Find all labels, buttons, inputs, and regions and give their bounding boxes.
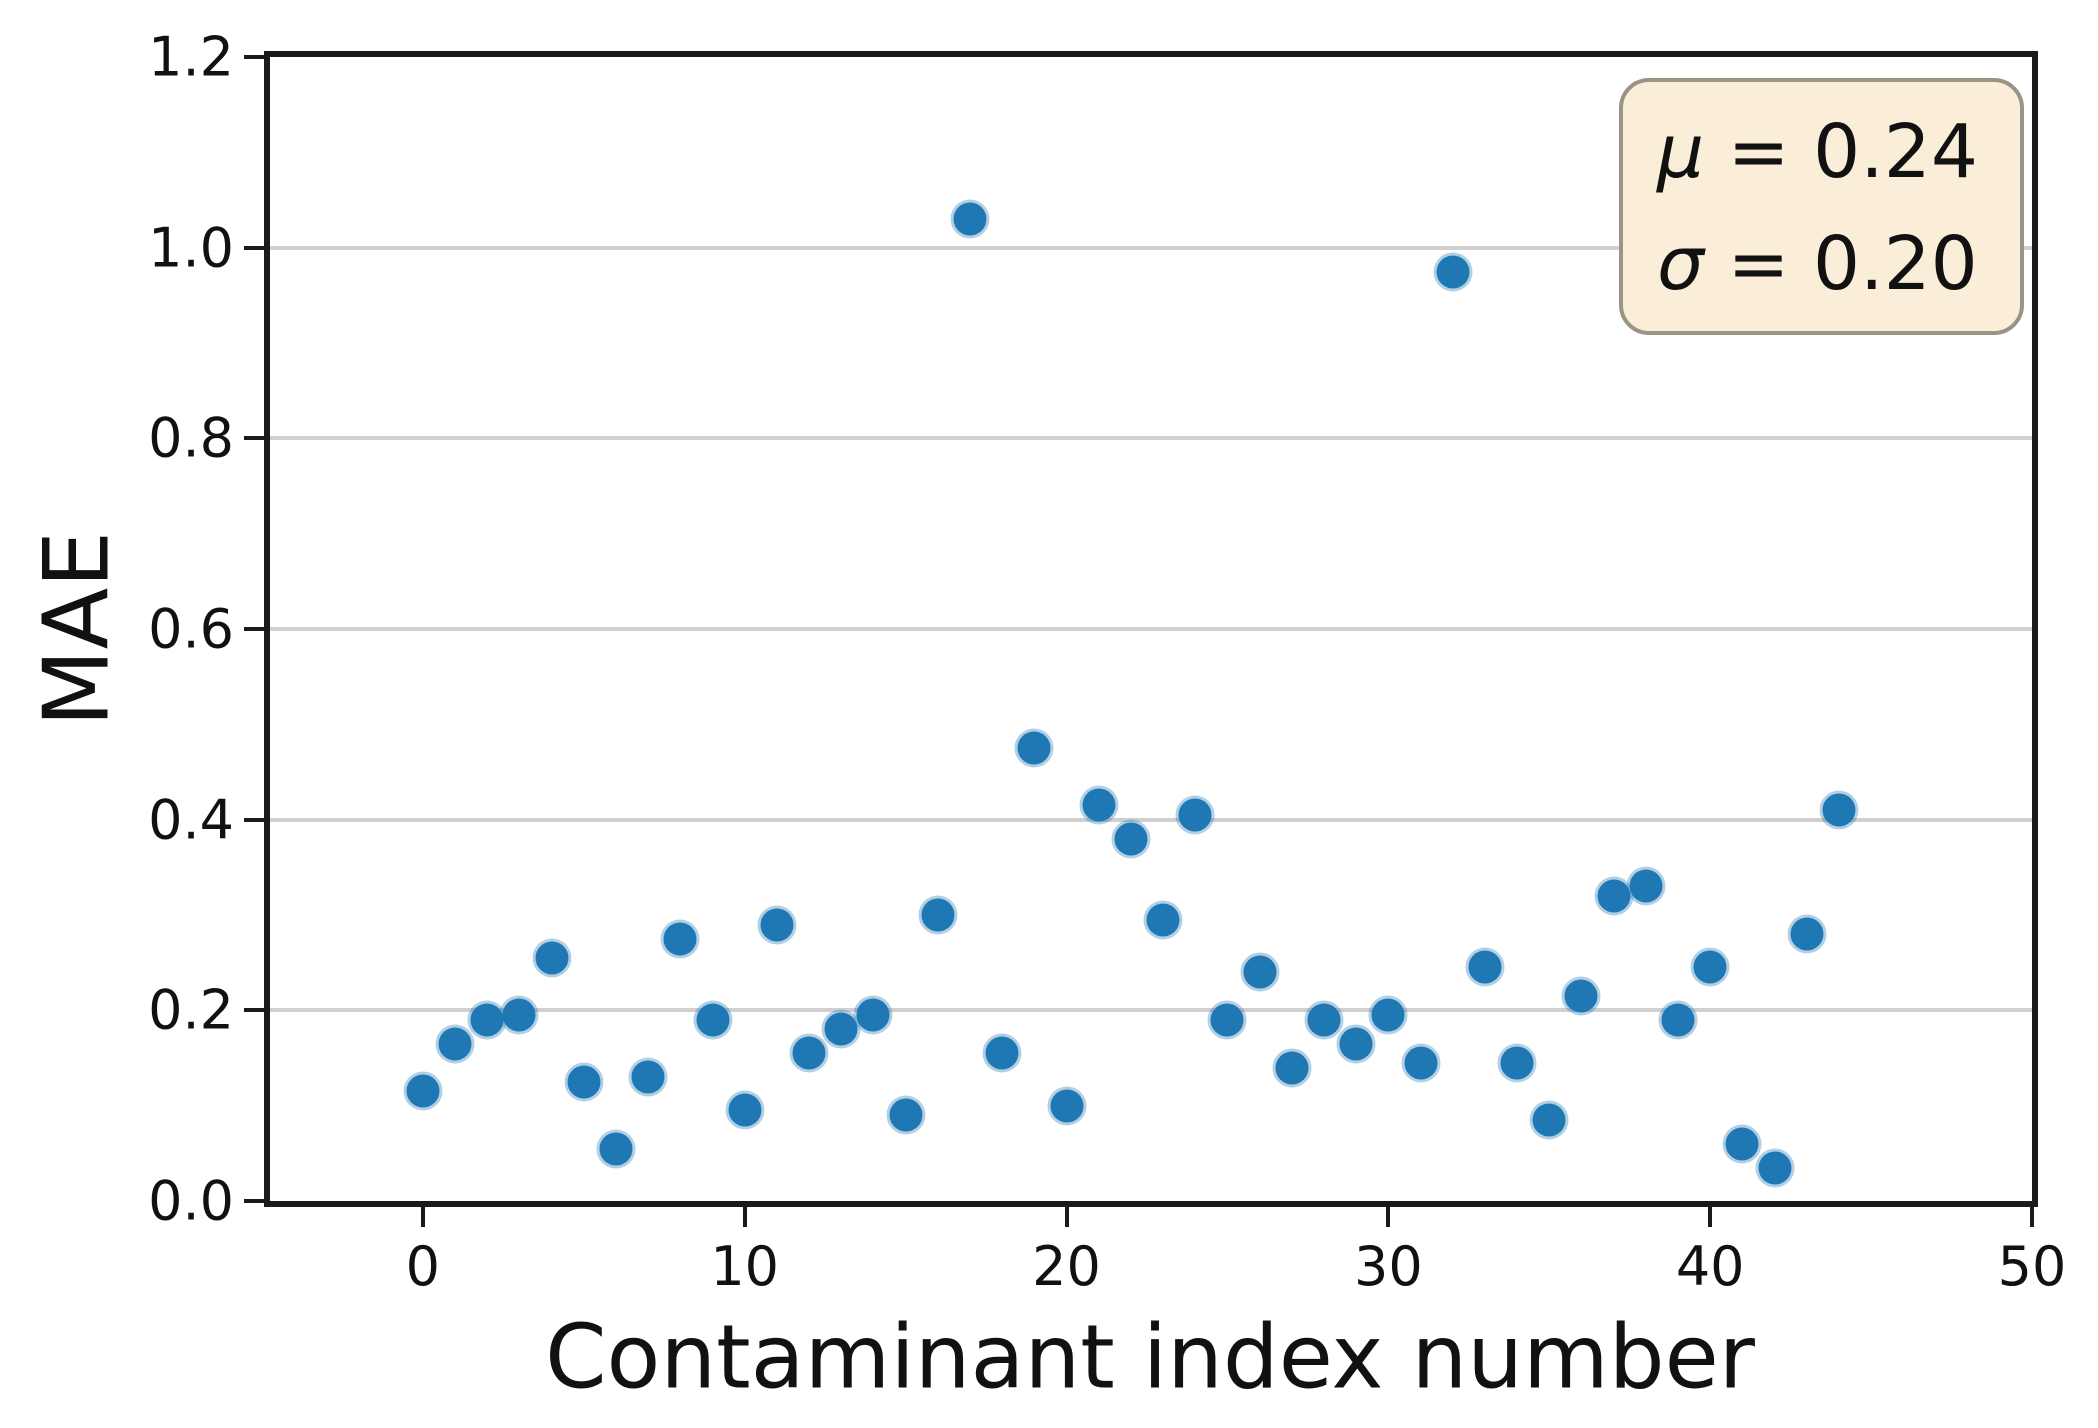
x-tick-label-40: 40 — [1675, 1235, 1745, 1298]
data-point-25 — [1210, 1003, 1244, 1037]
data-point-39 — [1661, 1003, 1695, 1037]
y-tick-label-0.2: 0.2 — [148, 978, 234, 1042]
data-point-40 — [1693, 950, 1727, 984]
plot-area: μ = 0.24 σ = 0.20 0 10 20 30 40 50 0.0 0.2 0.4 0.… — [148, 26, 2066, 1299]
y-tick-label-0.4: 0.4 — [148, 788, 234, 852]
data-point-3 — [502, 998, 536, 1032]
data-point-42 — [1758, 1151, 1792, 1185]
data-point-6 — [599, 1132, 633, 1166]
data-point-22 — [1114, 822, 1148, 856]
x-tick-label-30: 30 — [1353, 1235, 1423, 1298]
x-tick-40 — [1708, 1207, 1713, 1227]
x-tick-label-50: 50 — [1997, 1235, 2067, 1298]
y-tick-1.0 — [244, 245, 264, 250]
gridline-y-0.2 — [270, 1008, 2032, 1013]
data-point-33 — [1468, 950, 1502, 984]
mean-value: = 0.24 — [1727, 109, 1978, 195]
data-point-36 — [1564, 979, 1598, 1013]
data-point-43 — [1790, 917, 1824, 951]
y-tick-0.6 — [244, 627, 264, 631]
legend-line-std: σ = 0.20 — [1657, 208, 1986, 320]
data-point-9 — [696, 1003, 729, 1037]
data-point-31 — [1404, 1046, 1438, 1080]
x-tick-10 — [742, 1207, 747, 1227]
y-tick-label-0.6: 0.6 — [148, 597, 234, 661]
x-tick-label-0: 0 — [405, 1235, 441, 1298]
gridline-y-0.4 — [270, 817, 2032, 822]
y-axis-label: MAE — [24, 530, 130, 728]
data-point-14 — [856, 998, 890, 1032]
x-tick-30 — [1386, 1207, 1391, 1227]
gridline-y-0.6 — [270, 627, 2032, 631]
x-tick-20 — [1064, 1207, 1069, 1227]
data-point-2 — [470, 1003, 504, 1037]
data-point-32 — [1436, 255, 1470, 288]
stats-legend-box: μ = 0.24 σ = 0.20 — [1619, 78, 2024, 335]
data-point-13 — [824, 1012, 858, 1046]
gridline-y-1 — [270, 245, 2032, 250]
x-tick-0 — [420, 1207, 425, 1227]
y-tick-label-0.8: 0.8 — [148, 406, 234, 470]
x-axis-label: Contaminant index number — [545, 1305, 1755, 1409]
data-point-24 — [1178, 798, 1212, 832]
y-tick-0.2 — [244, 1008, 264, 1013]
y-tick-label-1.0: 1.0 — [148, 216, 234, 280]
y-tick-0.0 — [244, 1199, 264, 1203]
y-tick-label-1.2: 1.2 — [148, 25, 234, 89]
gridline-y-0.8 — [270, 436, 2032, 441]
data-point-19 — [1017, 731, 1051, 765]
data-point-44 — [1822, 793, 1856, 827]
std-value: = 0.20 — [1727, 221, 1978, 307]
data-point-23 — [1146, 903, 1180, 937]
data-point-41 — [1725, 1127, 1759, 1161]
data-point-0 — [406, 1074, 440, 1108]
data-point-16 — [921, 898, 955, 932]
data-point-29 — [1339, 1027, 1373, 1061]
data-point-1 — [438, 1027, 472, 1061]
data-point-18 — [985, 1036, 1019, 1070]
data-point-38 — [1629, 869, 1663, 903]
y-tick-1.2 — [244, 55, 264, 59]
data-point-27 — [1275, 1051, 1309, 1085]
data-point-17 — [953, 202, 987, 236]
data-point-5 — [567, 1065, 601, 1099]
data-point-8 — [663, 922, 697, 956]
data-point-34 — [1500, 1046, 1534, 1080]
x-tick-50 — [2030, 1207, 2034, 1227]
data-point-4 — [535, 941, 569, 975]
data-point-12 — [792, 1036, 826, 1070]
data-point-37 — [1597, 879, 1631, 913]
data-point-35 — [1532, 1103, 1566, 1137]
mu-symbol: μ — [1657, 109, 1705, 195]
data-point-15 — [889, 1098, 923, 1132]
data-point-26 — [1243, 955, 1277, 989]
data-point-10 — [728, 1093, 762, 1127]
y-tick-label-0.0: 0.0 — [148, 1169, 234, 1233]
x-tick-label-20: 20 — [1032, 1235, 1101, 1298]
data-point-11 — [760, 908, 794, 942]
data-point-28 — [1307, 1003, 1341, 1037]
x-tick-label-10: 10 — [710, 1235, 780, 1298]
data-point-7 — [631, 1060, 665, 1094]
y-tick-0.4 — [244, 817, 264, 822]
data-point-30 — [1371, 998, 1405, 1032]
data-point-21 — [1082, 788, 1116, 822]
sigma-symbol: σ — [1657, 221, 1704, 307]
y-tick-0.8 — [244, 436, 264, 441]
data-point-20 — [1050, 1089, 1084, 1123]
legend-line-mean: μ = 0.24 — [1657, 96, 1986, 208]
